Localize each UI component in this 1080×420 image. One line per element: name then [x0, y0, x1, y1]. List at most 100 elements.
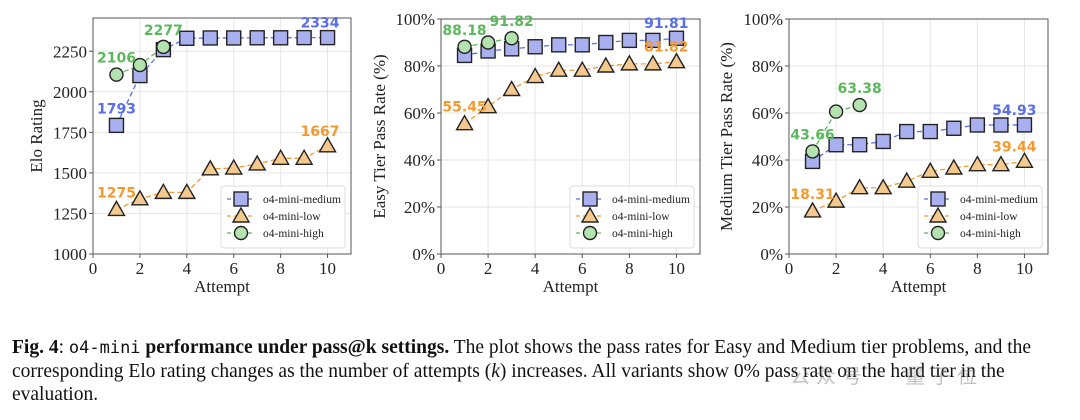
x-tick-label: 2: [484, 259, 493, 278]
data-point-triangle: [596, 56, 616, 73]
legend-marker-triangle: [231, 206, 251, 223]
data-point-square: [1016, 117, 1033, 133]
series-o4-mini-high: 43.66 63.38: [790, 81, 882, 159]
legend-marker-triangle: [580, 206, 600, 223]
data-point-circle: [156, 39, 171, 55]
legend-label: o4-mini-high: [960, 228, 1021, 240]
data-point-triangle: [247, 154, 267, 171]
series-o4-mini-high: 2106 2277: [97, 23, 183, 82]
data-label: 1667: [301, 124, 340, 140]
data-point-square: [993, 117, 1009, 133]
data-label: 88.18: [442, 23, 486, 39]
series-line: [812, 124, 1025, 162]
data-point-triangle: [573, 60, 592, 77]
data-point-triangle: [620, 54, 639, 71]
data-point-triangle: [897, 171, 916, 188]
x-tick-label: 6: [578, 259, 587, 278]
data-label: 43.66: [790, 127, 834, 143]
data-point-triangle: [1015, 151, 1034, 169]
data-point-square: [969, 117, 986, 133]
y-tick-label: 80%: [752, 57, 783, 76]
data-label: 91.81: [644, 16, 688, 32]
y-tick-label: 100%: [395, 10, 435, 29]
y-axis-label: Medium Tier Pass Rate (%): [717, 42, 736, 231]
y-axis-label: Elo Rating: [27, 99, 46, 173]
y-tick-label: 1500: [53, 164, 87, 183]
plot-frame: [92, 17, 352, 255]
legend-label: o4-mini-medium: [263, 194, 341, 206]
chart-panel-1: 0 2 4 6 8 10 1000 1250 1500 1750 2000 2250 Attempt El…: [27, 16, 352, 296]
legend-item-o4-mini-medium: o4-mini-medium: [227, 191, 341, 207]
data-point-circle: [480, 35, 496, 50]
legend-label: o4-mini-low: [960, 211, 1018, 223]
x-tick-label: 0: [437, 259, 446, 278]
x-tick-label: 6: [229, 259, 238, 278]
data-point-triangle: [991, 155, 1011, 172]
caption-k-symbol: k: [491, 361, 500, 382]
x-tick-label: 10: [319, 259, 336, 278]
series-o4-mini-medium: 54.93: [804, 103, 1036, 170]
data-point-triangle: [294, 148, 314, 166]
data-label: 39.44: [992, 139, 1037, 155]
legend-label: o4-mini-medium: [960, 194, 1038, 206]
data-label: 18.31: [790, 187, 834, 203]
data-point-square: [574, 37, 590, 53]
series-line: [464, 37, 677, 57]
data-point-square: [179, 30, 195, 46]
y-tick-label: 1000: [53, 245, 87, 264]
legend-label: o4-mini-low: [612, 211, 670, 223]
y-tick-label: 100%: [743, 10, 783, 29]
x-tick-label: 4: [183, 259, 192, 278]
data-point-triangle: [271, 148, 290, 166]
data-point-triangle: [154, 182, 173, 200]
legend-marker-circle: [233, 225, 249, 241]
data-label: 1793: [97, 101, 136, 117]
series-line: [812, 160, 1025, 212]
data-label: 55.45: [442, 100, 486, 116]
figure-caption: Fig. 4: o4-mini performance under pass@k…: [12, 336, 1080, 406]
series-o4-mini-low: 55.45 81.82: [442, 40, 688, 131]
data-label: 1275: [97, 185, 136, 201]
data-point-triangle: [873, 178, 893, 195]
series-o4-mini-low: 1275 1667: [97, 124, 340, 217]
data-point-square: [598, 34, 614, 51]
data-point-square: [202, 30, 218, 46]
legend-item-o4-mini-high: o4-mini-high: [576, 225, 673, 241]
data-point-square: [551, 37, 567, 53]
data-point-triangle: [502, 80, 521, 97]
series-o4-mini-medium: 91.81: [456, 16, 688, 64]
x-tick-label: 4: [879, 259, 888, 278]
caption-bold-title: performance under pass@k settings.: [140, 337, 450, 358]
y-tick-label: 2250: [53, 42, 87, 61]
data-point-circle: [457, 39, 472, 54]
legend-marker-square: [930, 191, 946, 207]
x-tick-label: 8: [276, 259, 285, 278]
data-point-triangle: [803, 201, 822, 218]
data-point-square: [226, 30, 242, 46]
x-tick-label: 0: [785, 259, 794, 278]
data-point-circle: [828, 104, 844, 119]
caption-text-1: The plot shows the pass rates for Easy a…: [12, 337, 1032, 382]
legend-marker-square: [582, 191, 598, 207]
series-line: [115, 36, 328, 126]
legend-marker-circle: [930, 225, 946, 241]
y-tick-label: 60%: [404, 104, 435, 123]
x-axis-label: Attempt: [194, 277, 250, 296]
data-point-triangle: [921, 161, 940, 178]
y-tick-label: 0%: [760, 245, 783, 264]
legend-marker-triangle: [928, 206, 948, 223]
data-point-square: [621, 32, 638, 49]
data-point-square: [922, 123, 938, 140]
data-point-square: [875, 133, 891, 150]
data-label: 2277: [144, 23, 183, 39]
caption-fig-label: Fig. 4: [12, 337, 59, 358]
charts-svg: 0 2 4 6 8 10100012501500175020002250AttemptEl…: [27, 10, 1049, 296]
legend-marker-square: [233, 191, 249, 207]
series-o4-mini-medium: 1793 2334: [97, 16, 340, 134]
y-tick-label: 1750: [53, 123, 87, 142]
data-label: 91.82: [489, 14, 533, 30]
data-point-triangle: [826, 191, 846, 208]
data-point-circle: [805, 144, 820, 159]
data-point-triangle: [177, 182, 197, 200]
